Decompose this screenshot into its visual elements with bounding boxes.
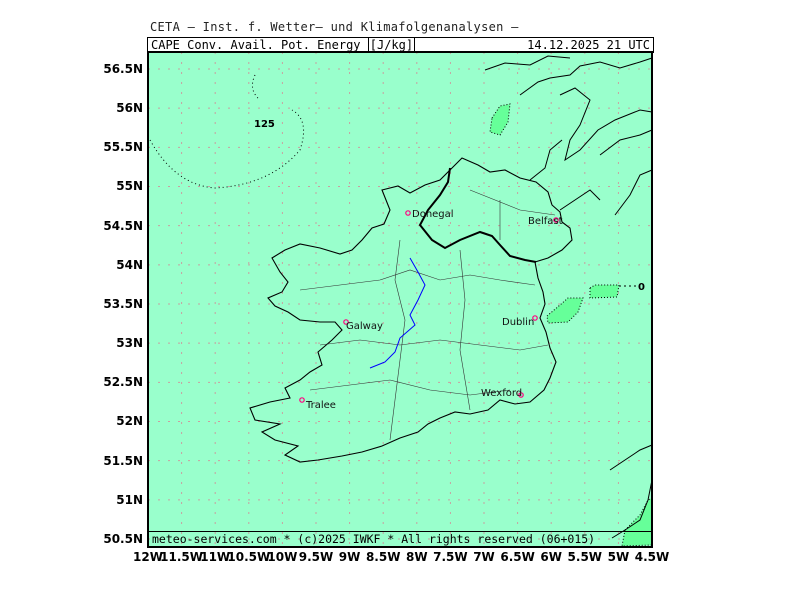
lat-tick-label: 56.5N <box>103 62 143 76</box>
city-label-tralee: Tralee <box>305 400 336 411</box>
lat-tick-label: 54.5N <box>103 218 143 233</box>
lat-tick-label: 56N <box>116 101 143 116</box>
lon-tick-label: 12W <box>133 550 163 564</box>
lat-tick-label: 55.5N <box>103 140 143 155</box>
city-marker-icon <box>532 315 538 321</box>
scotland-coastline <box>484 55 653 539</box>
lon-tick-label: 10.5W <box>227 550 271 564</box>
county-boundaries <box>299 189 556 441</box>
lat-tick-label: 51N <box>116 492 143 507</box>
copyright-footer: meteo-services.com * (c)2025 IWKF * All … <box>149 531 652 546</box>
city-label-wexford: Wexford <box>481 388 522 399</box>
lon-tick-label: 7.5W <box>433 550 468 564</box>
lon-tick-label: 11W <box>200 550 231 564</box>
parameter-name: CAPE_Conv._Avail._Pot._Energy_ <box>151 38 368 52</box>
valid-time: 14.12.2025 21 UTC <box>527 38 650 52</box>
lat-tick-label: 52.5N <box>103 375 143 390</box>
ni-border <box>418 167 537 263</box>
lon-tick-label: 11.5W <box>160 550 204 564</box>
contour-label-0: 0 <box>638 282 645 293</box>
lon-tick-label: 8W <box>406 550 428 564</box>
lat-tick-label: 53N <box>116 336 143 351</box>
lon-tick-label: 9W <box>338 550 361 564</box>
lon-tick-label: 5W <box>607 550 630 564</box>
lat-tick-label: 53.5N <box>103 296 143 311</box>
lon-tick-label: 7W <box>473 550 495 564</box>
lon-tick-label: 6W <box>540 550 562 564</box>
lat-tick-label: 54N <box>116 257 143 272</box>
city-label-belfast: Belfast <box>528 216 563 227</box>
city-markers: Donegal Belfast Galway Dublin Tralee Wexford <box>299 209 563 411</box>
lat-tick-label: 50.5N <box>103 531 143 546</box>
cape-patch-north <box>489 103 511 136</box>
contour-125 <box>149 74 305 189</box>
lon-tick-label: 5.5W <box>567 550 603 564</box>
lon-tick-label: 4.5W <box>634 550 670 564</box>
lat-tick-label: 55N <box>116 179 143 194</box>
lat-tick-label: 51.5N <box>103 453 143 468</box>
lon-tick-label: 10W <box>267 550 298 564</box>
lat-tick-label: 52N <box>116 414 143 429</box>
lon-tick-label: 9.5W <box>298 550 334 564</box>
city-marker-icon <box>343 319 349 325</box>
city-label-dublin: Dublin <box>502 317 534 328</box>
city-marker-icon <box>405 210 411 216</box>
city-marker-icon <box>518 392 524 398</box>
ireland-coastline <box>249 157 573 463</box>
map-frame <box>147 51 653 548</box>
lon-tick-label: 8.5W <box>365 550 401 564</box>
city-label-donegal: Donegal <box>412 209 454 220</box>
city-label-galway: Galway <box>346 321 383 332</box>
cape-patch-irish-sea <box>546 297 584 324</box>
organization-title: CETA — Inst. f. Wetter— und Klimafolgena… <box>150 20 519 34</box>
contour-label-125: 125 <box>254 119 275 130</box>
cape-patch-irish-sea-east <box>589 284 620 299</box>
lon-tick-label: 6.5W <box>500 550 535 564</box>
river-shannon <box>369 257 426 369</box>
parameter-unit: [J/kg] <box>367 38 416 52</box>
city-marker-icon <box>299 397 305 403</box>
city-marker-icon <box>553 217 559 223</box>
parameter-title: CAPE_Conv._Avail._Pot._Energy_ [J/kg] <box>151 38 416 52</box>
